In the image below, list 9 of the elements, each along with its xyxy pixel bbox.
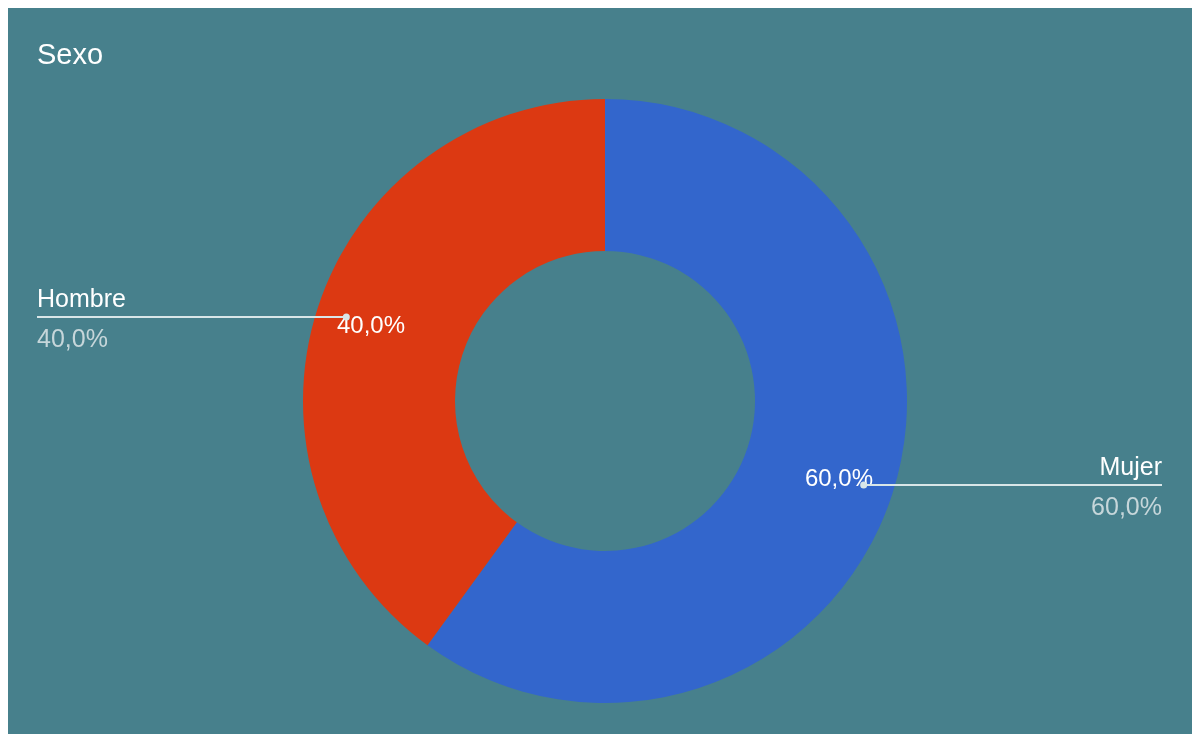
data-label: 40,0% — [337, 311, 406, 339]
slice-label: Mujer — [1099, 452, 1162, 481]
slice-label: Hombre — [37, 283, 126, 312]
chart-title: Sexo — [37, 38, 104, 71]
text: 60,0% — [1091, 492, 1162, 521]
donut-slice — [303, 99, 605, 646]
donut-slice — [427, 99, 907, 703]
data-label: 60,0% — [804, 463, 873, 491]
text: 40,0% — [37, 323, 108, 352]
